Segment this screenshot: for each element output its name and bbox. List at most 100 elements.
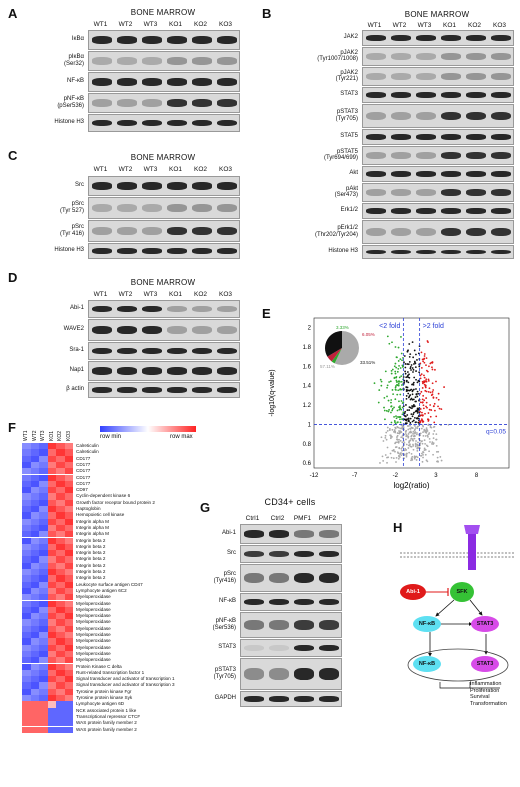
band bbox=[116, 387, 137, 393]
heatmap-cell bbox=[64, 688, 73, 695]
volcano-point bbox=[410, 452, 413, 455]
blot-strip bbox=[362, 166, 514, 182]
volcano-point bbox=[422, 454, 424, 456]
heatmap-cell bbox=[39, 638, 48, 645]
heatmap-cell bbox=[64, 726, 73, 733]
band bbox=[365, 152, 386, 159]
heatmap-cell bbox=[56, 587, 65, 595]
band bbox=[293, 598, 314, 606]
heatmap-column-label: KO3 bbox=[65, 430, 72, 441]
band bbox=[415, 189, 436, 196]
blot-strip bbox=[362, 183, 514, 202]
volcano-point bbox=[401, 384, 403, 386]
x-tick-label: -12 bbox=[310, 473, 319, 479]
panel-letter-c: C bbox=[8, 148, 18, 163]
heatmap-cell bbox=[22, 512, 31, 519]
heatmap-cell bbox=[64, 600, 73, 607]
heatmap-cell bbox=[39, 455, 48, 462]
volcano-point bbox=[413, 363, 415, 365]
volcano-point bbox=[391, 435, 393, 438]
heatmap-cell bbox=[56, 594, 65, 601]
panel-g-lanes: Ctrl1 Ctrl2 PMF1 PMF2 bbox=[240, 515, 340, 522]
heatmap-cell bbox=[56, 688, 65, 695]
volcano-point bbox=[428, 387, 431, 390]
heatmap-cell bbox=[47, 569, 56, 576]
blot-strip bbox=[240, 524, 342, 544]
blot-label: pNF-κB (Ser536) bbox=[212, 618, 236, 631]
volcano-point bbox=[386, 386, 388, 389]
heatmap-cell bbox=[47, 695, 56, 702]
volcano-point bbox=[405, 386, 408, 389]
band bbox=[318, 620, 339, 630]
band bbox=[191, 204, 212, 212]
lane-label: WT1 bbox=[93, 166, 108, 173]
band bbox=[141, 204, 162, 212]
volcano-point bbox=[385, 431, 388, 434]
volcano-point bbox=[411, 383, 413, 386]
volcano-point bbox=[412, 356, 415, 359]
band bbox=[166, 57, 187, 65]
band bbox=[91, 387, 112, 393]
volcano-point bbox=[435, 415, 438, 418]
volcano-point bbox=[419, 408, 422, 410]
volcano-point bbox=[425, 401, 428, 404]
heatmap-cell bbox=[47, 632, 56, 639]
heatmap-cell bbox=[56, 669, 65, 677]
volcano-point bbox=[408, 343, 411, 345]
heatmap-cell bbox=[22, 663, 31, 670]
blot-strip bbox=[362, 220, 514, 244]
heatmap-cell bbox=[39, 443, 48, 450]
volcano-point bbox=[392, 393, 395, 396]
heatmap-row-label: Signal transducer and activator of trans… bbox=[76, 682, 175, 688]
heatmap-row-label: Signal transducer and activator of trans… bbox=[76, 676, 175, 682]
heatmap-cell bbox=[47, 480, 56, 488]
heatmap-cell bbox=[56, 625, 65, 632]
band bbox=[440, 35, 461, 41]
volcano-point bbox=[407, 435, 410, 438]
panel-a-title: BONE MARROW bbox=[130, 8, 196, 17]
volcano-point bbox=[437, 398, 440, 401]
heatmap-cell bbox=[22, 449, 31, 456]
volcano-point bbox=[412, 448, 415, 451]
volcano-point bbox=[429, 391, 432, 394]
blot-strip bbox=[362, 30, 514, 46]
band bbox=[365, 111, 386, 121]
outcome-list: Inflammation Proliferation Survival Transfo… bbox=[470, 681, 507, 707]
volcano-point bbox=[405, 390, 408, 392]
x-tick-label: 8 bbox=[475, 473, 479, 479]
band bbox=[216, 182, 237, 190]
heatmap-row-label: Runt-related transcription factor 1 bbox=[76, 669, 145, 675]
volcano-point bbox=[430, 426, 433, 429]
volcano-point bbox=[411, 427, 413, 429]
volcano-point bbox=[383, 406, 385, 409]
volcano-point bbox=[386, 384, 389, 387]
volcano-point bbox=[421, 452, 423, 455]
heatmap-cell bbox=[64, 613, 73, 620]
blot-label: Histone H3 bbox=[54, 119, 84, 125]
blot-strip bbox=[362, 67, 514, 86]
heatmap-cell bbox=[56, 550, 65, 557]
band bbox=[465, 92, 486, 98]
volcano-point bbox=[433, 430, 436, 432]
heatmap-row-label: Myeloperoxidase bbox=[76, 600, 111, 606]
blot-strip bbox=[362, 47, 514, 66]
volcano-point bbox=[404, 372, 407, 375]
band bbox=[415, 208, 436, 214]
heatmap-cell bbox=[39, 720, 48, 727]
heatmap-cell bbox=[30, 644, 39, 651]
heatmap-cell bbox=[64, 701, 73, 708]
volcano-point bbox=[394, 362, 397, 365]
panel-a-lanes: WT1 WT2 WT3 KO1 KO2 KO3 bbox=[88, 21, 238, 28]
pie-slice bbox=[334, 331, 359, 365]
pie-label: 57.11% bbox=[320, 364, 335, 369]
fold-label: <2 fold bbox=[379, 323, 400, 330]
volcano-point bbox=[422, 434, 425, 437]
band bbox=[440, 171, 461, 177]
heatmap-cell bbox=[39, 493, 48, 500]
volcano-point bbox=[416, 381, 419, 384]
heatmap-cell bbox=[47, 449, 56, 456]
volcano-point bbox=[408, 373, 410, 376]
band bbox=[390, 171, 411, 177]
panel-letter-g: G bbox=[200, 500, 211, 515]
volcano-point bbox=[409, 431, 412, 434]
